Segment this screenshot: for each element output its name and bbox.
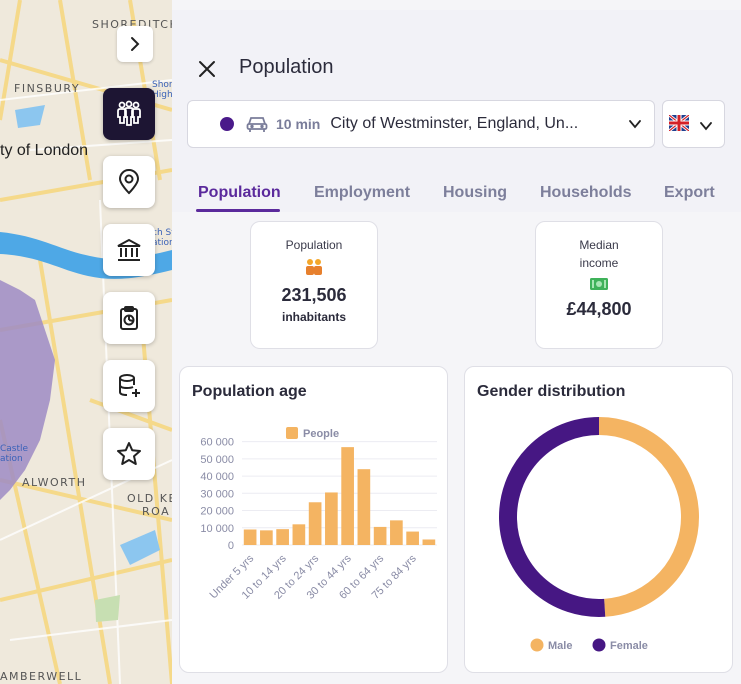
bar-30-to-44-yrs[interactable] (341, 447, 354, 545)
toolbar-favorites-button[interactable] (103, 428, 155, 480)
y-tick-label: 20 000 (200, 506, 234, 518)
income-stat-card: Median income £44,800 (535, 221, 663, 349)
clipboard-chart-icon (120, 306, 138, 330)
income-stat-value: £44,800 (566, 299, 632, 319)
active-tab-indicator (196, 209, 280, 212)
legend-label-people[interactable]: People (303, 428, 339, 440)
panel-header: Population 10 min City of Westminster, E… (172, 10, 741, 212)
legend-label-male[interactable]: Male (548, 640, 572, 652)
tab-bar: Population Employment Housing Households… (172, 184, 741, 212)
y-tick-label: 30 000 (200, 488, 234, 500)
map-label-station-3: ch St (152, 228, 172, 238)
gender-distribution-card: Gender distribution Male Female (464, 366, 733, 673)
gender-distribution-chart[interactable]: Male Female (465, 413, 732, 673)
bar-under-5-yrs[interactable] (243, 529, 257, 545)
bar-5-to-9-yrs[interactable] (260, 530, 273, 545)
map-label-old-kent: OLD KE (127, 492, 172, 505)
tab-population[interactable]: Population (198, 184, 281, 201)
y-tick-label: 40 000 (200, 471, 234, 483)
population-stat-unit: inhabitants (281, 310, 346, 324)
bar-45-to-59-yrs[interactable] (357, 469, 371, 545)
people-emoji-icon (306, 259, 322, 275)
population-age-chart[interactable]: People 0 10 000 20 000 30 000 40 000 50 000 60… (180, 413, 447, 673)
close-icon (199, 61, 215, 77)
people-icon (117, 100, 141, 126)
map-label-road: ROA (142, 505, 171, 518)
map-pin-icon (118, 169, 140, 195)
map-label-castle: Castle (0, 444, 29, 454)
chevron-down-icon (629, 120, 641, 129)
map-view[interactable]: SHOREDITCH FINSBURY ty of London Shor Hi… (0, 0, 172, 684)
tab-employment[interactable]: Employment (314, 184, 411, 201)
population-stat-value: 231,506 (281, 285, 347, 305)
map-label-station-4: ation (152, 238, 172, 248)
slice-male[interactable] (598, 417, 699, 617)
panel-title: Population (239, 56, 334, 78)
population-age-title: Population age (192, 383, 307, 400)
y-tick-label: 10 000 (200, 523, 234, 535)
location-select[interactable]: 10 min City of Westminster, England, Un.… (187, 100, 655, 148)
toolbar-report-button[interactable] (103, 292, 155, 344)
y-tick-label: 0 (228, 540, 234, 552)
bar-10-to-14-yrs[interactable] (276, 529, 289, 545)
toolbar-institutions-button[interactable] (103, 224, 155, 276)
population-age-card: Population age People 0 10 000 20 000 30 00… (179, 366, 448, 673)
tab-housing[interactable]: Housing (443, 184, 507, 201)
tab-households[interactable]: Households (540, 184, 632, 201)
car-icon (246, 115, 268, 133)
toolbar-population-button[interactable] (103, 88, 155, 140)
bar-25-to-29-yrs[interactable] (325, 492, 338, 545)
map-label-station-2: High (152, 90, 172, 100)
travel-time: 10 min (276, 116, 321, 132)
uk-flag-icon (669, 115, 689, 131)
y-tick-label: 50 000 (200, 454, 234, 466)
chevron-right-icon (131, 37, 140, 51)
bar-20-to-24-yrs[interactable] (308, 502, 322, 545)
y-tick-label: 60 000 (200, 437, 234, 449)
map-label-station-5: ation (0, 454, 23, 464)
legend-label-female[interactable]: Female (610, 640, 648, 652)
population-stat-label: Population (285, 238, 343, 252)
map-label-walworth: ALWORTH (22, 476, 87, 489)
slice-female[interactable] (499, 417, 606, 617)
map-label-city-of-london: ty of London (0, 142, 89, 159)
location-text: City of Westminster, England, Un... (330, 115, 579, 132)
legend-swatch-people (286, 427, 298, 439)
bar-65-to-74-yrs[interactable] (390, 520, 403, 545)
map-label-finsbury: FINSBURY (14, 82, 81, 95)
close-panel-button[interactable] (194, 56, 220, 82)
legend-swatch-male (530, 638, 544, 652)
gender-distribution-title: Gender distribution (477, 383, 626, 400)
bank-icon (117, 238, 141, 261)
income-stat-label-line2: income (579, 256, 619, 270)
chevron-down-icon (700, 122, 712, 131)
tab-export[interactable]: Export (664, 184, 715, 201)
toolbar-add-data-button[interactable] (103, 360, 155, 412)
map-label-camberwell: AMBERWELL (0, 670, 83, 683)
income-stat-label-line1: Median (579, 238, 619, 252)
money-icon (590, 278, 608, 290)
database-plus-icon (119, 374, 140, 397)
star-icon (117, 442, 141, 465)
legend-swatch-female (592, 638, 606, 652)
bar-85-yrs[interactable] (422, 539, 436, 545)
location-color-dot (220, 117, 234, 131)
bar-60-to-64-yrs[interactable] (373, 526, 387, 545)
bar-75-to-84-yrs[interactable] (406, 531, 419, 545)
population-panel: Population 10 min City of Westminster, E… (172, 0, 741, 684)
population-stat-card: Population 231,506 inhabitants (250, 221, 378, 349)
bar-15-to-19-yrs[interactable] (292, 524, 306, 545)
map-label-station-1: Shor (152, 80, 172, 90)
language-select[interactable] (662, 100, 725, 148)
toolbar-location-button[interactable] (103, 156, 155, 208)
expand-panel-button[interactable] (117, 26, 153, 62)
